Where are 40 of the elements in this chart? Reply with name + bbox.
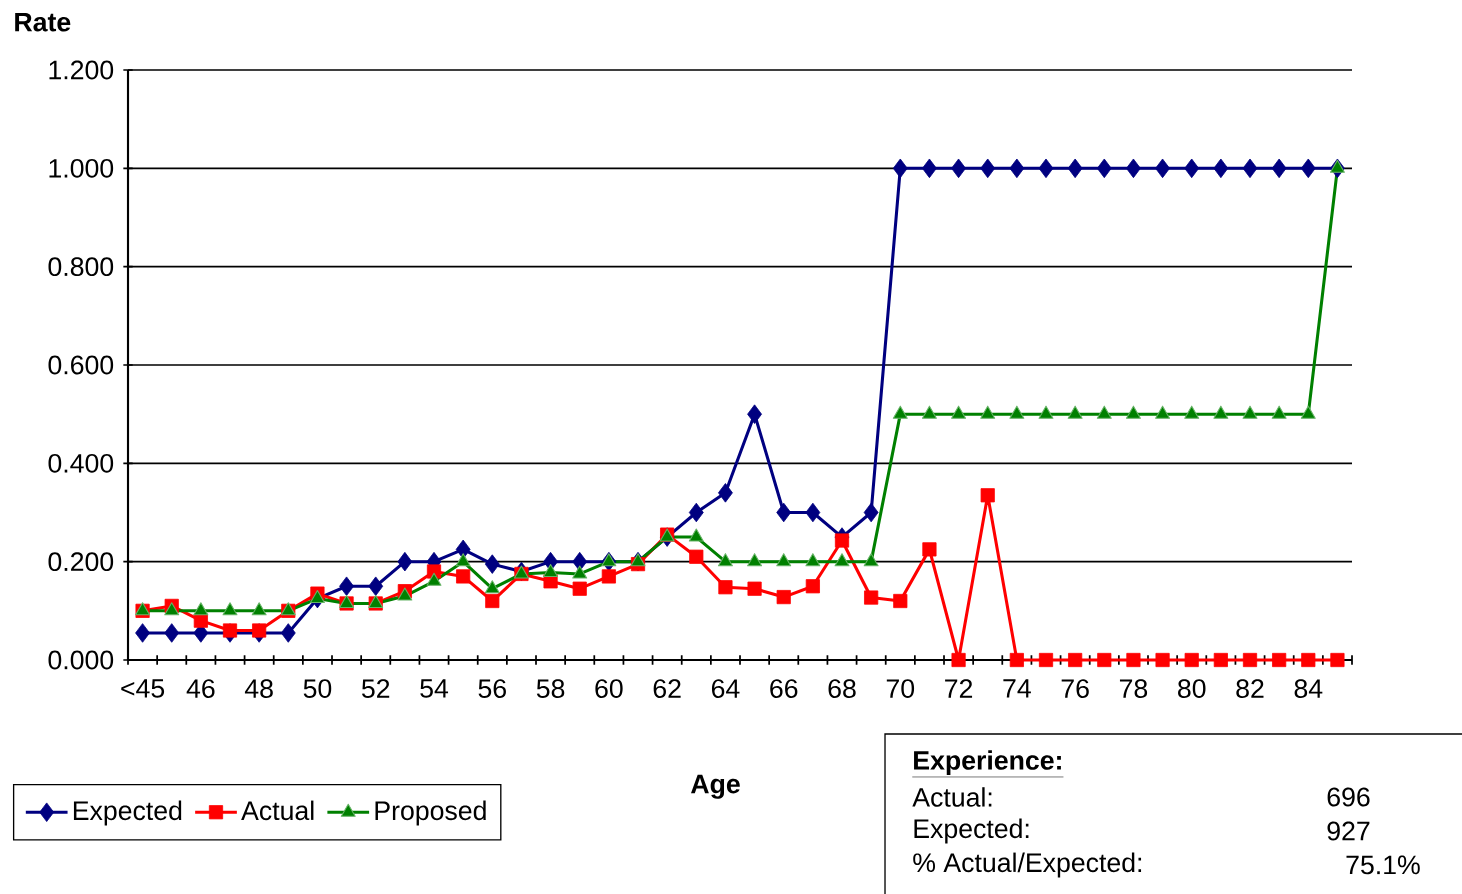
x-tick-label: 82: [1236, 679, 1264, 699]
x-tick-label: 80: [1178, 679, 1206, 699]
x-tick-label: 50: [303, 679, 332, 699]
legend-label: Proposed: [375, 800, 486, 826]
text: % Actual/Expected:: [913, 852, 1142, 878]
x-tick-label: 74: [1003, 679, 1031, 698]
x-tick-label: 72: [945, 679, 973, 698]
x-tick-label: 48: [244, 679, 273, 699]
x-tick-label: 64: [711, 679, 740, 699]
legend-label: Expected: [73, 800, 182, 826]
legend-label: Actual: [241, 800, 314, 821]
y-axis-title: Rate: [15, 12, 71, 32]
y-tick-label: 0.600: [48, 355, 114, 375]
text: 75.1%: [1346, 855, 1420, 875]
text: Experience:: [914, 750, 1061, 776]
x-tick-label: 70: [886, 679, 915, 699]
x-tick-label: 66: [770, 679, 798, 699]
x-tick-label: 62: [653, 679, 681, 699]
x-tick-label: 76: [1061, 679, 1089, 699]
y-tick-label: 1.200: [49, 60, 114, 80]
x-tick-label: 46: [186, 679, 215, 699]
y-tick-label: 0.400: [48, 453, 114, 473]
text: Expected:: [914, 818, 1029, 844]
x-tick-label: 56: [478, 679, 506, 699]
x-tick-label: <45: [121, 679, 165, 698]
y-tick-label: 0.800: [48, 257, 114, 277]
x-tick-label: 84: [1294, 679, 1323, 699]
y-tick-label: 1.000: [49, 158, 114, 178]
x-tick-label: 52: [361, 679, 390, 699]
x-tick-label: 68: [828, 679, 856, 699]
x-tick-label: 60: [595, 679, 623, 699]
text: 696: [1327, 787, 1370, 807]
y-tick-label: 0.200: [48, 552, 114, 572]
text: Actual:: [912, 787, 992, 807]
text: 927: [1327, 821, 1370, 841]
y-tick-label: 0.000: [48, 650, 114, 670]
x-tick-label: 54: [420, 679, 449, 698]
x-axis-title: Age: [691, 774, 740, 799]
x-tick-label: 78: [1119, 679, 1148, 699]
x-tick-label: 58: [536, 679, 565, 699]
